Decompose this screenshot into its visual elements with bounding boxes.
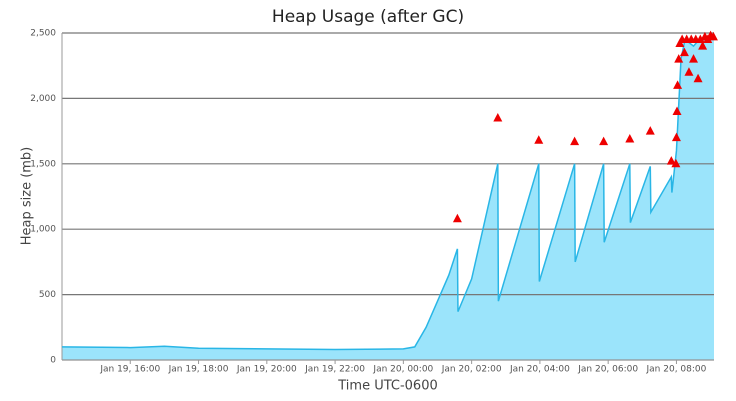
marker <box>534 135 544 144</box>
marker <box>673 80 683 89</box>
marker <box>625 133 635 143</box>
x-axis-label: Time UTC-0600 <box>337 379 438 394</box>
y-tick-label: 2,500 <box>30 29 56 39</box>
marker <box>689 54 699 63</box>
marker <box>671 158 681 168</box>
marker <box>684 67 694 76</box>
x-tick-label: Jan 19, 22:00 <box>304 365 365 375</box>
marker <box>693 73 703 83</box>
x-tick-label: Jan 20, 00:00 <box>372 365 433 375</box>
marker <box>493 113 503 122</box>
marker <box>674 54 684 63</box>
x-tick-label: Jan 20, 08:00 <box>646 365 707 375</box>
x-tick-label: Jan 20, 04:00 <box>509 365 570 375</box>
marker <box>599 136 609 146</box>
x-tick-label: Jan 20, 02:00 <box>441 365 502 375</box>
marker <box>695 34 705 44</box>
marker <box>708 31 718 41</box>
marker <box>570 136 580 146</box>
line <box>61 34 715 351</box>
x-tick-label: Jan 19, 18:00 <box>168 365 229 375</box>
y-tick-label: 1,500 <box>30 159 56 169</box>
y-tick-label: 1,000 <box>30 225 56 235</box>
y-tick-label: 2,000 <box>30 94 56 104</box>
marker <box>679 47 689 57</box>
area <box>62 35 714 361</box>
marker <box>645 126 655 135</box>
chart-title: Heap Usage (after GC) <box>272 7 464 27</box>
marker <box>698 41 708 50</box>
marker <box>666 156 676 165</box>
marker <box>672 106 682 115</box>
marker <box>671 132 681 142</box>
x-tick-label: Jan 20, 06:00 <box>577 365 638 375</box>
marker <box>452 213 462 223</box>
y-axis-label: Heap size (mb) <box>20 147 35 246</box>
y-tick-label: 0 <box>50 356 56 366</box>
x-tick-label: Jan 19, 16:00 <box>99 365 160 375</box>
y-tick-label: 500 <box>39 290 56 300</box>
x-tick-label: Jan 19, 20:00 <box>236 365 297 375</box>
